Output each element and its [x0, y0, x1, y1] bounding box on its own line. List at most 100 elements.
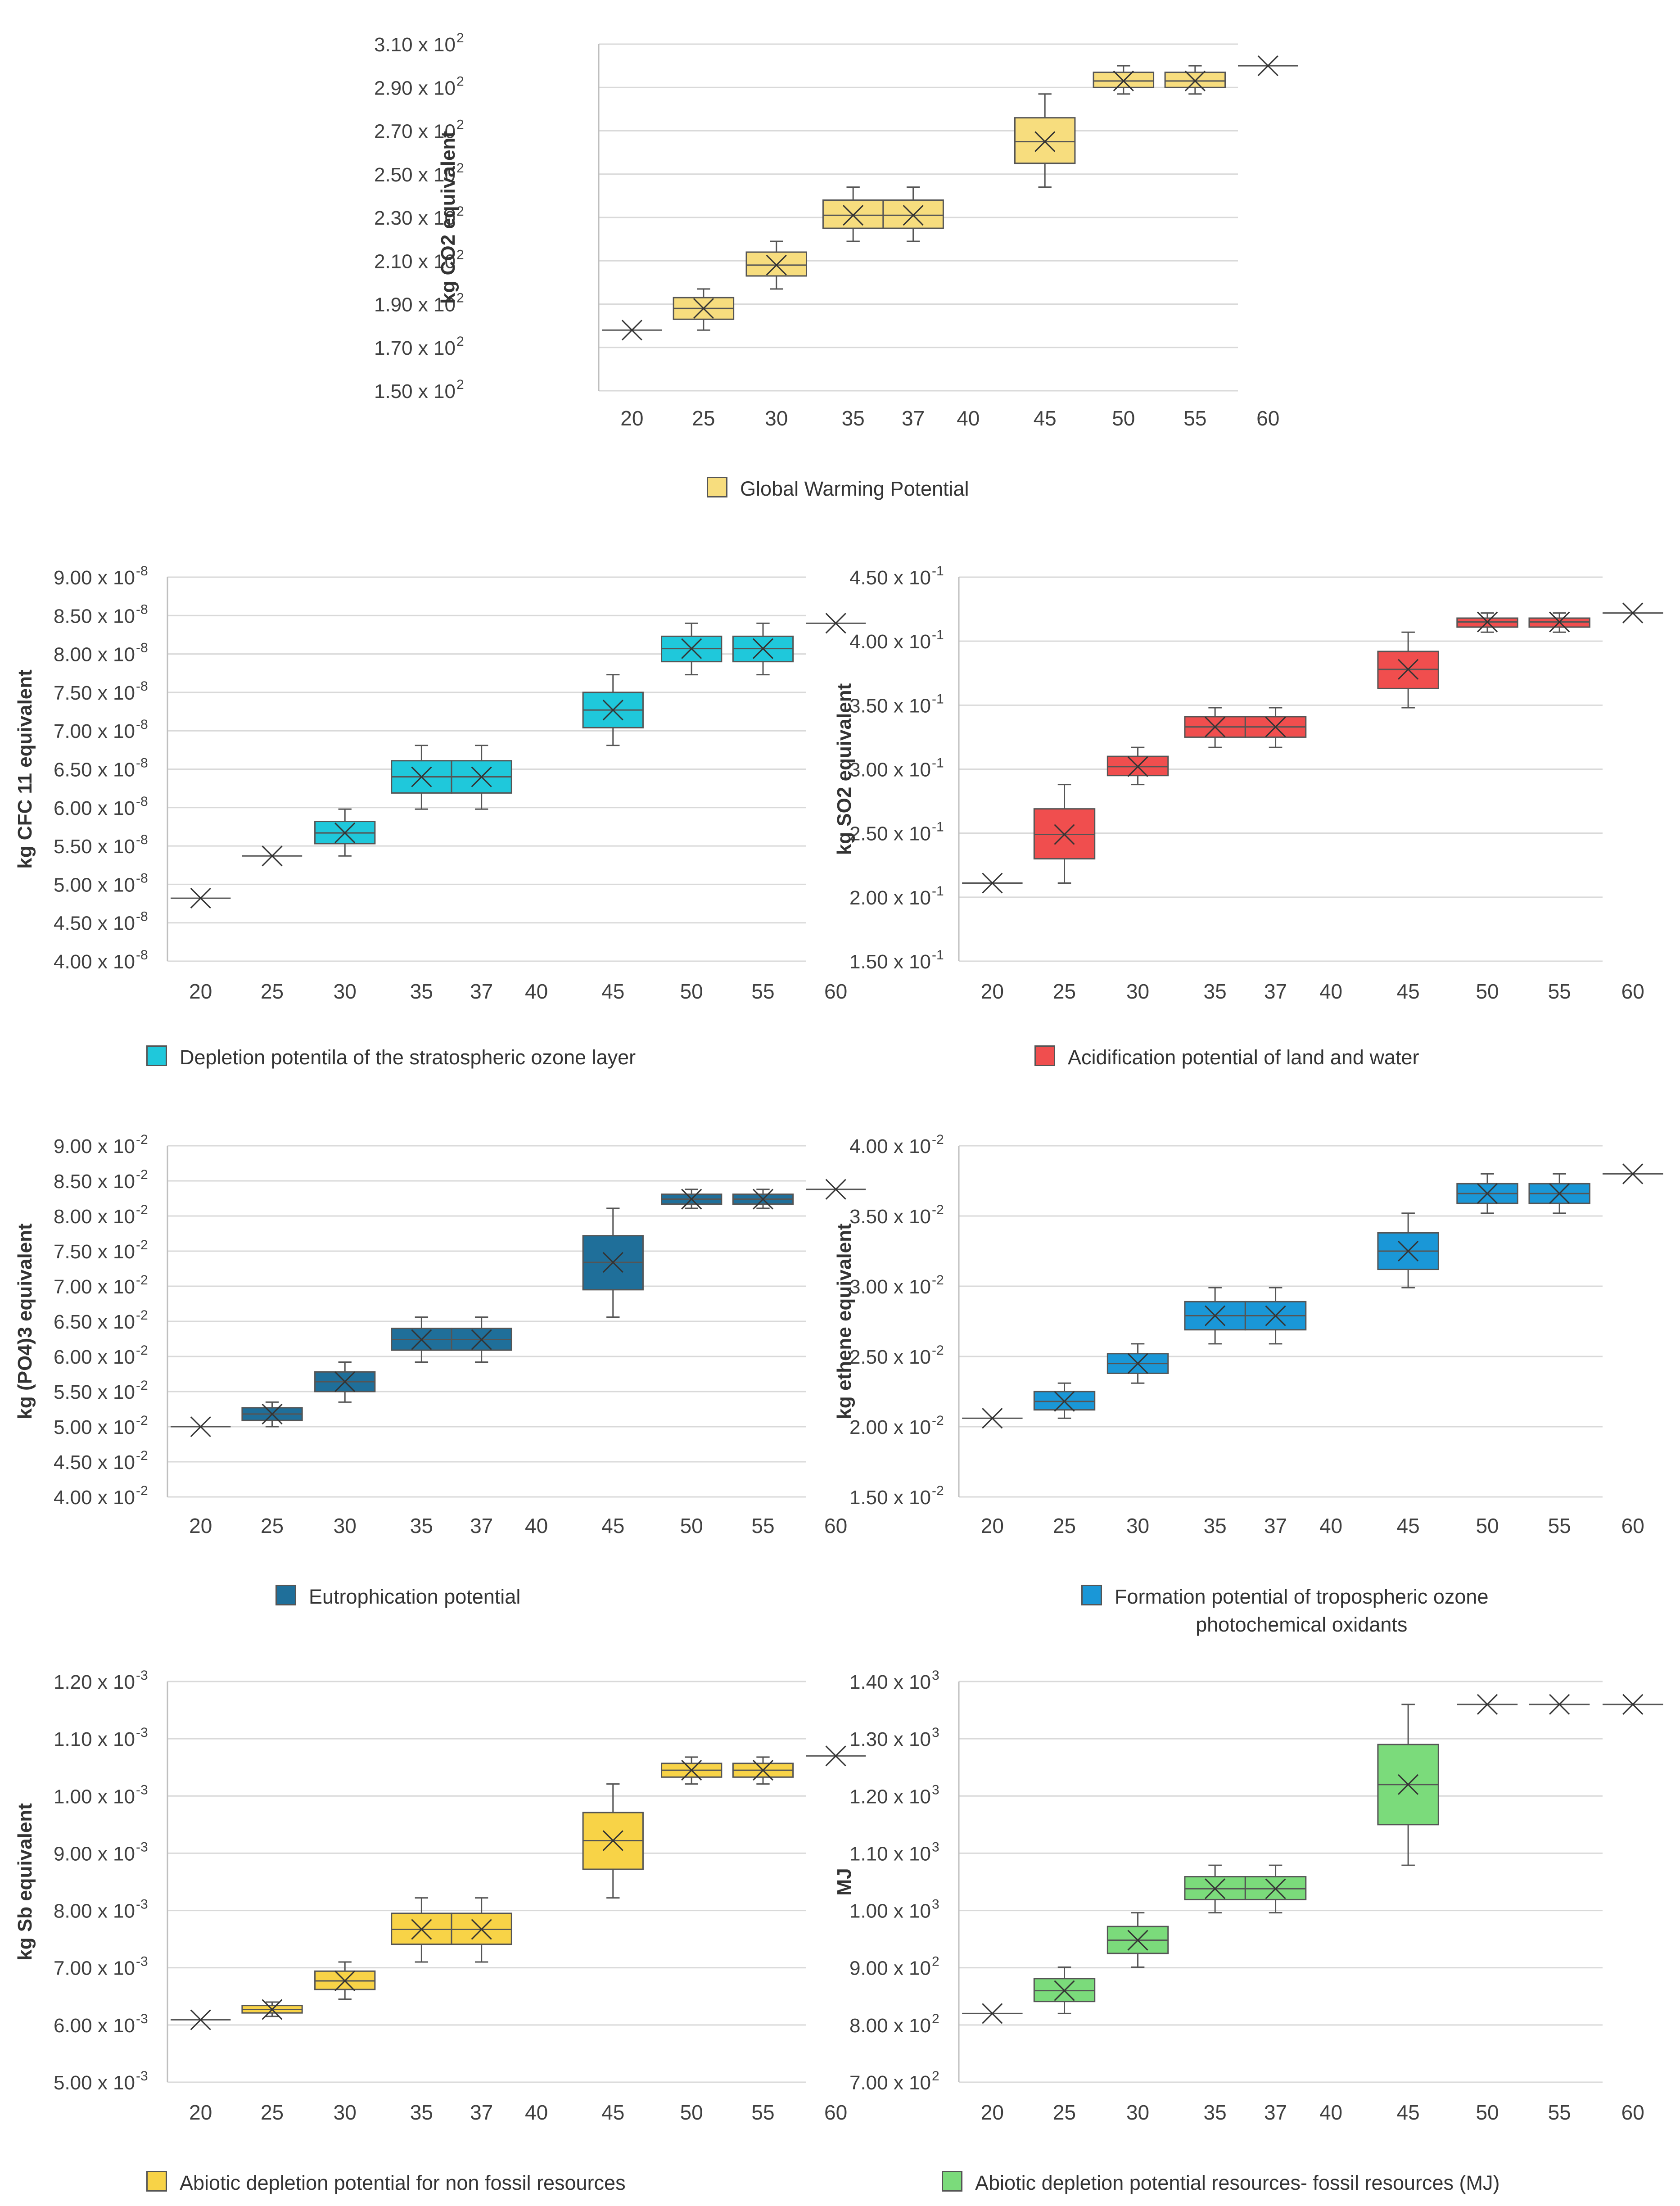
box-20 — [171, 888, 231, 909]
mean-marker — [602, 1252, 623, 1273]
box-25 — [241, 1401, 303, 1428]
y-tick-exponent: -3 — [136, 1897, 148, 1912]
y-tick-exponent: -1 — [932, 948, 944, 963]
y-tick-label: 2.10 x 10 — [374, 250, 456, 272]
mean-marker — [825, 613, 846, 634]
y-tick-exponent: -8 — [136, 564, 148, 579]
mean-marker — [334, 1371, 356, 1392]
x-tick-label: 40 — [525, 2101, 548, 2124]
y-tick-label: 2.50 x 10 — [849, 823, 931, 845]
mean-marker — [1549, 1694, 1570, 1715]
box-50 — [661, 622, 723, 676]
legend-swatch — [707, 477, 727, 497]
y-tick-exponent: -8 — [136, 871, 148, 886]
x-tick-label: 20 — [620, 407, 643, 430]
y-tick-label: 1.20 x 10 — [849, 1786, 931, 1808]
legend-label: Abiotic depletion potential resources- f… — [975, 2171, 1500, 2194]
x-tick-label: 50 — [680, 2101, 703, 2124]
y-tick-exponent: -2 — [136, 1483, 148, 1498]
y-tick-label: 1.40 x 10 — [849, 1671, 931, 1693]
x-tick-label: 25 — [261, 2101, 284, 2124]
mean-marker — [903, 205, 924, 226]
legend-acidification: Acidification potential of land and wate… — [1034, 1044, 1419, 1071]
mean-marker — [982, 872, 1003, 894]
legend-abiotic-non-fossil: Abiotic depletion potential for non foss… — [146, 2169, 626, 2197]
box-37 — [1244, 707, 1307, 748]
x-tick-label: 55 — [751, 2101, 774, 2124]
y-tick-label: 1.50 x 10 — [849, 951, 931, 973]
x-tick-label: 30 — [1126, 980, 1149, 1003]
x-tick-label: 55 — [751, 1514, 774, 1537]
y-tick-exponent: -8 — [136, 948, 148, 963]
box-35 — [1184, 707, 1246, 748]
mean-marker — [1622, 602, 1644, 624]
mean-marker — [752, 1189, 774, 1210]
box-37 — [1244, 1287, 1307, 1345]
mean-marker — [602, 700, 623, 721]
y-tick-label: 5.00 x 10 — [54, 1416, 135, 1438]
legend-label-line-1: Formation potential of tropospheric ozon… — [1115, 1585, 1489, 1608]
box-45 — [1377, 1704, 1439, 1866]
legend-global-warming: Global Warming Potential — [707, 475, 969, 503]
box-20 — [602, 320, 662, 341]
y-tick-label: 8.50 x 10 — [54, 1171, 135, 1193]
y-tick-exponent: -8 — [136, 679, 148, 694]
y-tick-exponent: 2 — [932, 2012, 939, 2026]
y-tick-exponent: -2 — [932, 1132, 944, 1147]
y-tick-label: 8.00 x 10 — [54, 1900, 135, 1922]
y-axis-label: kg (PO4)3 equivalent — [14, 1223, 36, 1419]
x-tick-label: 40 — [525, 980, 548, 1003]
chart-panel-4: 1.50 x 10 -22.00 x 10 -22.50 x 10 -23.00 x … — [833, 1132, 1663, 1537]
mean-marker — [1477, 1183, 1498, 1204]
y-tick-exponent: 2 — [456, 161, 464, 176]
x-tick-label: 37 — [470, 1514, 493, 1537]
y-tick-exponent: -3 — [136, 1725, 148, 1740]
box-20 — [171, 1416, 231, 1438]
box-30 — [314, 808, 376, 857]
y-tick-exponent: 3 — [932, 1897, 939, 1912]
box-60 — [806, 1179, 866, 1200]
x-tick-label: 35 — [410, 980, 433, 1003]
y-tick-exponent: 3 — [932, 1668, 939, 1683]
y-tick-label: 8.00 x 10 — [54, 644, 135, 666]
x-tick-label: 60 — [1621, 2101, 1644, 2124]
y-tick-exponent: -2 — [136, 1448, 148, 1463]
y-tick-exponent: 2 — [456, 204, 464, 219]
legend-label: Acidification potential of land and wate… — [1068, 1046, 1419, 1069]
box-25 — [673, 288, 735, 331]
x-tick-label: 37 — [1264, 980, 1287, 1003]
y-tick-exponent: -2 — [136, 1202, 148, 1217]
mean-marker — [471, 1919, 492, 1940]
y-tick-exponent: 2 — [456, 31, 464, 45]
x-tick-label: 50 — [680, 980, 703, 1003]
mean-marker — [1398, 659, 1419, 680]
y-tick-label: 8.00 x 10 — [849, 2015, 931, 2037]
box-60 — [806, 1745, 866, 1767]
mean-marker — [1622, 1694, 1644, 1715]
mean-marker — [1398, 1774, 1419, 1795]
y-axis-label: kg ethene equivalent — [833, 1223, 855, 1419]
box-55 — [1528, 611, 1590, 633]
y-tick-label: 3.00 x 10 — [849, 1276, 931, 1298]
legend-photochemical-oxidants: Formation potential of tropospheric ozon… — [1081, 1583, 1488, 1639]
box-50 — [661, 1189, 723, 1210]
y-tick-label: 5.50 x 10 — [54, 836, 135, 858]
box-iqr — [882, 199, 944, 229]
y-tick-exponent: -3 — [136, 1782, 148, 1797]
legend-swatch — [146, 2171, 167, 2192]
y-tick-exponent: 2 — [456, 334, 464, 349]
x-tick-label: 35 — [410, 1514, 433, 1537]
y-tick-label: 7.00 x 10 — [54, 720, 135, 742]
y-tick-exponent: 2 — [932, 1954, 939, 1969]
legend-label: Formation potential of tropospheric ozon… — [1115, 1583, 1488, 1639]
box-55 — [1528, 1173, 1590, 1214]
y-axis-label: kg Sb equivalent — [14, 1803, 36, 1961]
box-45 — [582, 1783, 644, 1899]
box-30 — [1106, 1912, 1169, 1968]
box-60 — [1603, 1694, 1663, 1715]
y-tick-exponent: -2 — [136, 1273, 148, 1288]
x-tick-label: 37 — [470, 2101, 493, 2124]
y-tick-exponent: -1 — [932, 756, 944, 771]
y-tick-label: 6.00 x 10 — [54, 797, 135, 819]
